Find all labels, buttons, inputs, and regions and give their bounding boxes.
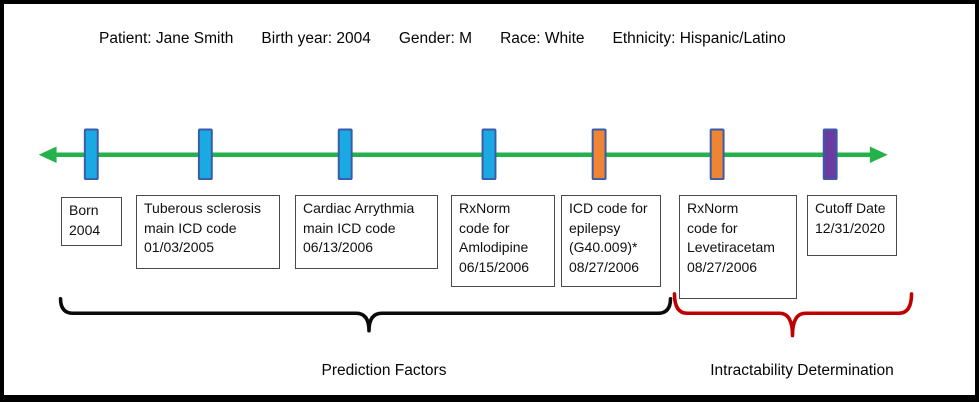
event-box-epilepsy: ICD code for epilepsy (G40.009)* 08/27/2…	[561, 195, 661, 287]
header-item-ethnicity: Ethnicity: Hispanic/Latino	[612, 30, 786, 47]
event-text: Born 2004	[69, 202, 101, 238]
header-item-gender: Gender: M	[398, 30, 473, 47]
event-box-cutoff-date: Cutoff Date 12/31/2020	[807, 195, 897, 256]
event-text: Cardiac Arrythmia main ICD code 06/13/20…	[303, 200, 415, 255]
tick-amlodipine	[481, 128, 497, 181]
intractability-determination-label: Intractability Determination	[710, 362, 894, 379]
event-text: RxNorm code for Levetiracetam 08/27/2006	[687, 200, 775, 275]
event-text: ICD code for epilepsy (G40.009)* 08/27/2…	[569, 200, 648, 275]
event-box-tuberous-sclerosis: Tuberous sclerosis main ICD code 01/03/2…	[136, 195, 280, 269]
patient-header: Patient: Jane Smith Birth year: 2004 Gen…	[99, 30, 786, 48]
tick-cutoff	[822, 128, 838, 181]
arrow-left-icon	[38, 146, 57, 164]
tick-cardiac-arrythmia	[337, 128, 353, 181]
prediction-factors-label: Prediction Factors	[321, 362, 447, 379]
event-box-born: Born 2004	[61, 197, 122, 246]
event-text: RxNorm code for Amlodipine 06/15/2006	[459, 200, 530, 275]
header-item-birth-year: Birth year: 2004	[261, 30, 371, 47]
header-item-patient: Patient: Jane Smith	[99, 30, 234, 47]
event-text: Cutoff Date 12/31/2020	[815, 200, 886, 236]
prediction-factors-brace	[58, 296, 673, 333]
tick-levetiracetam	[709, 128, 725, 181]
tick-born	[83, 128, 99, 181]
tick-tuberous-sclerosis	[197, 128, 213, 181]
event-text: Tuberous sclerosis main ICD code 01/03/2…	[144, 200, 261, 255]
arrow-right-icon	[869, 146, 888, 164]
intractability-brace	[672, 292, 914, 338]
header-item-race: Race: White	[500, 30, 585, 47]
event-box-levetiracetam: RxNorm code for Levetiracetam 08/27/2006	[679, 195, 797, 299]
event-box-cardiac-arrythmia: Cardiac Arrythmia main ICD code 06/13/20…	[295, 195, 438, 269]
timeline-graphic	[38, 128, 914, 338]
tick-epilepsy	[591, 128, 607, 181]
event-box-amlodipine: RxNorm code for Amlodipine 06/15/2006	[451, 195, 555, 287]
